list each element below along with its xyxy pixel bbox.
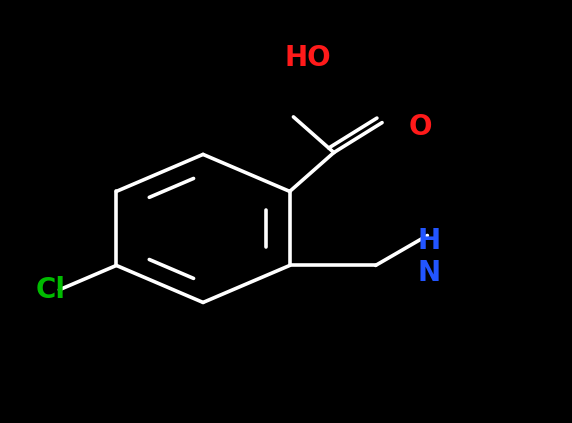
Text: HO: HO (285, 44, 332, 72)
Text: O: O (408, 113, 432, 141)
Text: H: H (418, 227, 440, 255)
Text: N: N (418, 259, 440, 287)
Text: Cl: Cl (35, 276, 65, 304)
